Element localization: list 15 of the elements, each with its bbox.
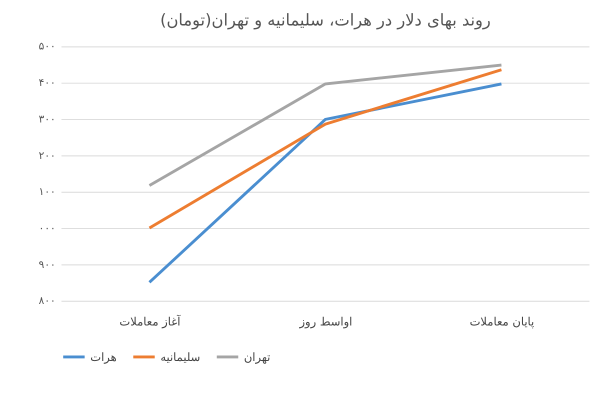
text: ۴۰۰	[38, 77, 56, 90]
text: ۱۰۰	[38, 186, 56, 198]
x-tick-label: پایان معاملات	[470, 314, 534, 329]
text: ۹۰۰	[38, 258, 56, 271]
text: ۲۰۰	[38, 150, 56, 162]
text: ۵۰۰	[38, 40, 56, 53]
chart-title: روند بهای دلار در هرات، سلیمانیه و تهران(تومان)	[160, 10, 491, 30]
text: ۰۰۰	[38, 222, 56, 234]
text: ۸۰۰	[38, 295, 56, 308]
x-tick-label: اواسط روز	[298, 314, 352, 329]
legend-label: تهران	[244, 350, 270, 364]
x-tick-label: آغاز معاملات	[119, 314, 182, 329]
legend-label: سلیمانیه	[160, 350, 200, 364]
text: ۳۰۰	[38, 113, 56, 126]
legend-label: هرات	[90, 350, 117, 364]
